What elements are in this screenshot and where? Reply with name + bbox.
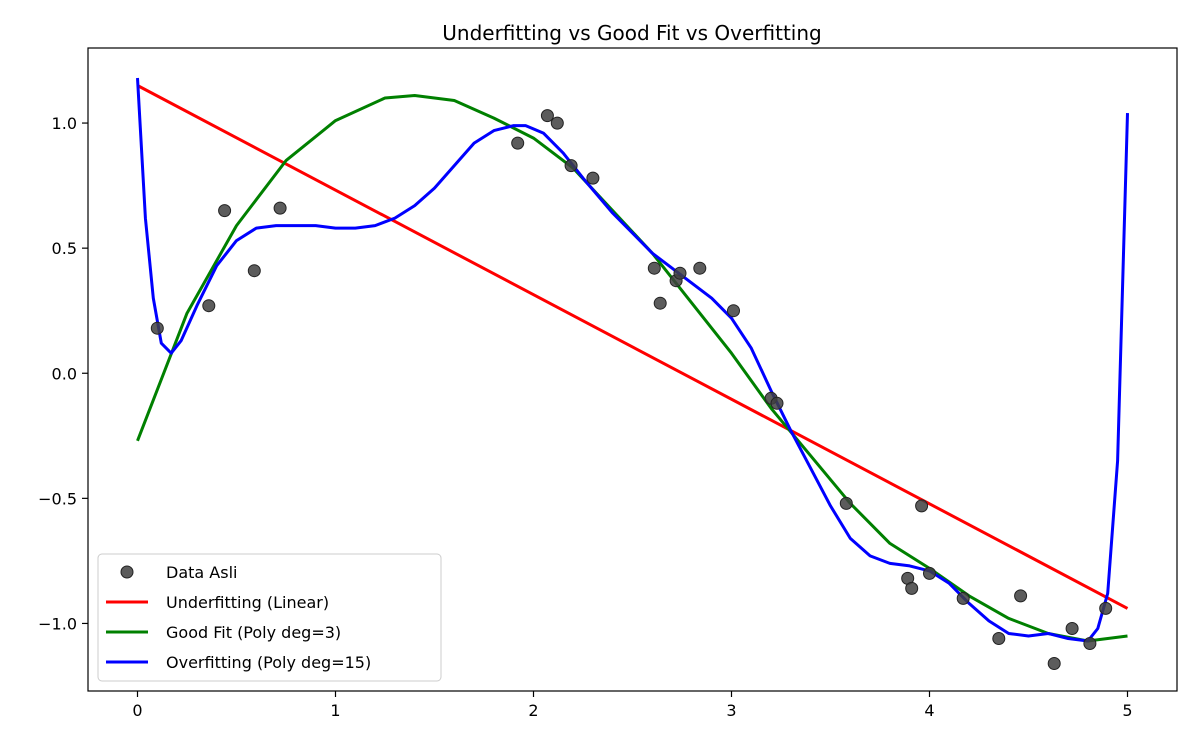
data-point <box>839 496 853 510</box>
data-point <box>693 261 707 275</box>
y-tick-label: 0.5 <box>52 239 77 258</box>
legend-marker-scatter <box>120 565 134 579</box>
data-point <box>150 321 164 335</box>
data-point <box>992 632 1006 645</box>
y-tick-label: −1.0 <box>38 614 77 633</box>
data-point <box>956 591 970 605</box>
series-line-0 <box>136 84 1129 610</box>
x-tick-label: 1 <box>330 701 340 720</box>
data-point <box>1099 601 1113 615</box>
y-tick-label: 0.0 <box>52 364 77 383</box>
plot-area <box>136 77 1129 670</box>
legend-label: Data Asli <box>166 563 237 582</box>
x-tick-label: 5 <box>1122 701 1132 720</box>
legend-label: Underfitting (Linear) <box>166 593 329 612</box>
x-tick-label: 0 <box>132 701 142 720</box>
data-point <box>247 264 261 278</box>
data-point <box>673 266 687 280</box>
data-point <box>1014 589 1028 603</box>
data-point <box>218 204 232 218</box>
data-point <box>905 581 919 595</box>
legend: Data Asli Underfitting (Linear) Good Fit (… <box>97 553 442 682</box>
x-tick-label: 3 <box>726 701 736 720</box>
legend-label: Overfitting (Poly deg=15) <box>166 653 371 672</box>
data-point <box>770 396 784 410</box>
x-axis: 0 1 2 3 4 5 <box>132 691 1133 720</box>
data-point <box>550 116 564 130</box>
plot-frame <box>87 47 1178 692</box>
x-tick-label: 2 <box>528 701 538 720</box>
chart-title: Underfitting vs Good Fit vs Overfitting <box>442 21 821 45</box>
y-axis: −1.0 −0.5 0.0 0.5 1.0 <box>38 114 88 633</box>
data-point <box>647 261 661 275</box>
data-point <box>1083 637 1097 650</box>
data-point <box>653 296 667 310</box>
data-point <box>1065 622 1079 635</box>
data-point <box>511 136 525 150</box>
data-point <box>915 499 929 513</box>
x-tick-label: 4 <box>924 701 934 720</box>
series-line-2 <box>136 77 1129 643</box>
data-point <box>202 299 216 313</box>
data-point <box>923 566 936 580</box>
y-tick-label: 1.0 <box>52 114 77 133</box>
legend-label: Good Fit (Poly deg=3) <box>166 623 341 642</box>
data-point <box>564 159 578 173</box>
data-point <box>540 109 554 123</box>
legend-box <box>97 553 442 682</box>
data-point <box>727 304 740 318</box>
data-point <box>586 171 600 185</box>
data-point <box>273 201 287 215</box>
data-point <box>1047 657 1061 670</box>
y-tick-label: −0.5 <box>38 489 77 508</box>
